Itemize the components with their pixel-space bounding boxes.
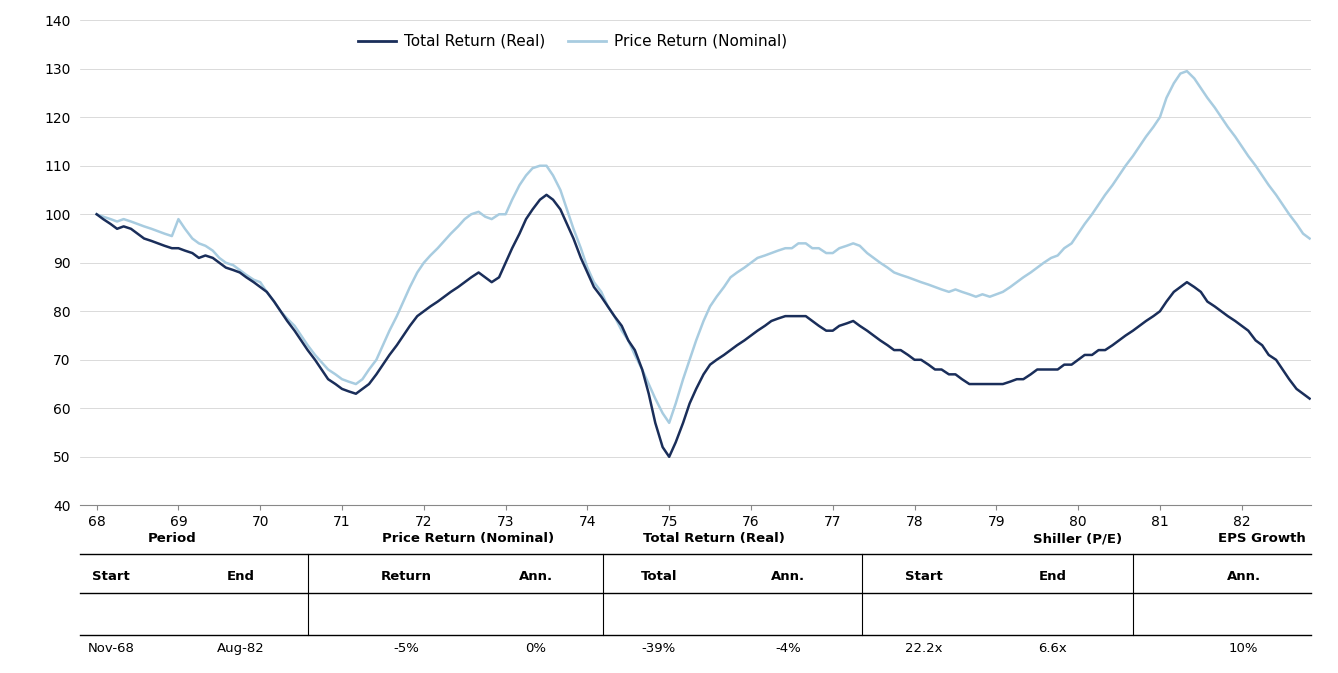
Text: Period: Period	[149, 532, 197, 545]
Text: 10%: 10%	[1228, 642, 1258, 655]
Text: Start: Start	[92, 570, 130, 583]
Text: Shiller (P/E): Shiller (P/E)	[1033, 532, 1123, 545]
Text: End: End	[1038, 570, 1066, 583]
Legend: Total Return (Real), Price Return (Nominal): Total Return (Real), Price Return (Nomin…	[352, 28, 793, 55]
Text: Ann.: Ann.	[519, 570, 553, 583]
Text: 6.6x: 6.6x	[1038, 642, 1068, 655]
Text: 22.2x: 22.2x	[904, 642, 942, 655]
Text: End: End	[226, 570, 254, 583]
Text: 0%: 0%	[526, 642, 546, 655]
Text: Start: Start	[904, 570, 942, 583]
Text: Total: Total	[641, 570, 677, 583]
Text: Aug-82: Aug-82	[217, 642, 264, 655]
Text: Return: Return	[381, 570, 432, 583]
Text: Ann.: Ann.	[771, 570, 805, 583]
Text: -39%: -39%	[642, 642, 676, 655]
Text: Price Return (Nominal): Price Return (Nominal)	[381, 532, 554, 545]
Text: -4%: -4%	[775, 642, 801, 655]
Text: Total Return (Real): Total Return (Real)	[644, 532, 785, 545]
Text: EPS Growth: EPS Growth	[1218, 532, 1306, 545]
Text: Ann.: Ann.	[1227, 570, 1260, 583]
Text: Nov-68: Nov-68	[87, 642, 135, 655]
Text: -5%: -5%	[393, 642, 419, 655]
